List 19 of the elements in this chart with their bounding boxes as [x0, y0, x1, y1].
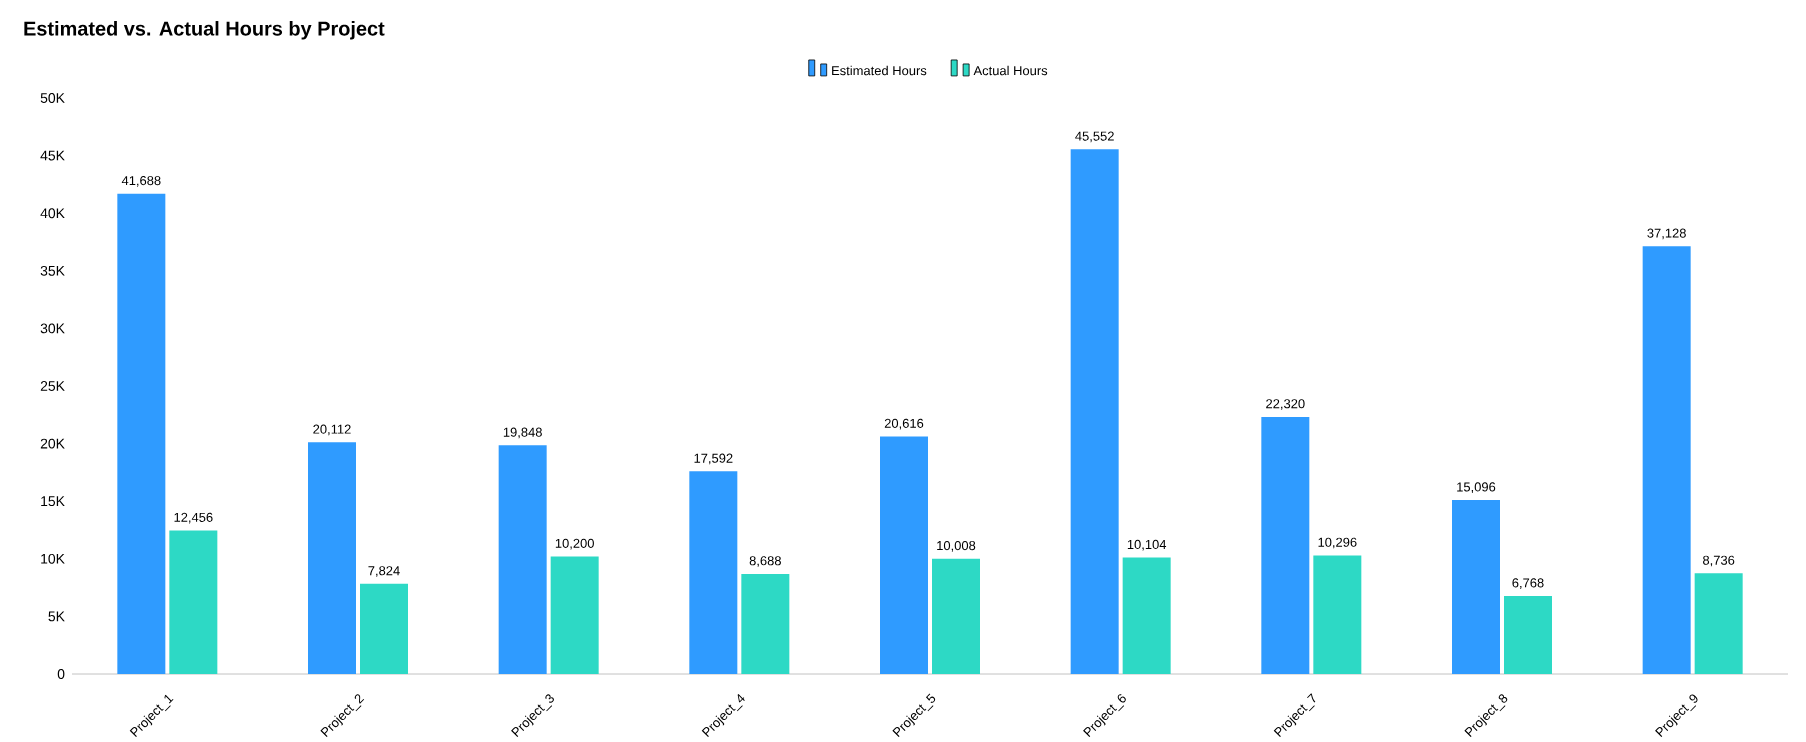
bar: [360, 583, 408, 674]
bar: [741, 573, 790, 674]
bar: [1452, 500, 1500, 674]
bar: [880, 436, 928, 674]
bar: [308, 442, 356, 674]
bar: [1122, 557, 1171, 674]
bar: [1694, 573, 1743, 674]
bar: [1313, 555, 1362, 674]
bar: [169, 530, 218, 674]
bar: [1504, 596, 1552, 674]
bar: [1642, 246, 1691, 674]
bar: [1070, 149, 1119, 674]
bar: [498, 445, 547, 674]
bar: [689, 471, 738, 674]
bar: [1261, 416, 1310, 674]
chart-title: Estimated vs. Actual Hours by Project: [24, 21, 385, 40]
bar: [932, 558, 980, 674]
bar: [550, 556, 599, 674]
bar: [117, 193, 166, 674]
